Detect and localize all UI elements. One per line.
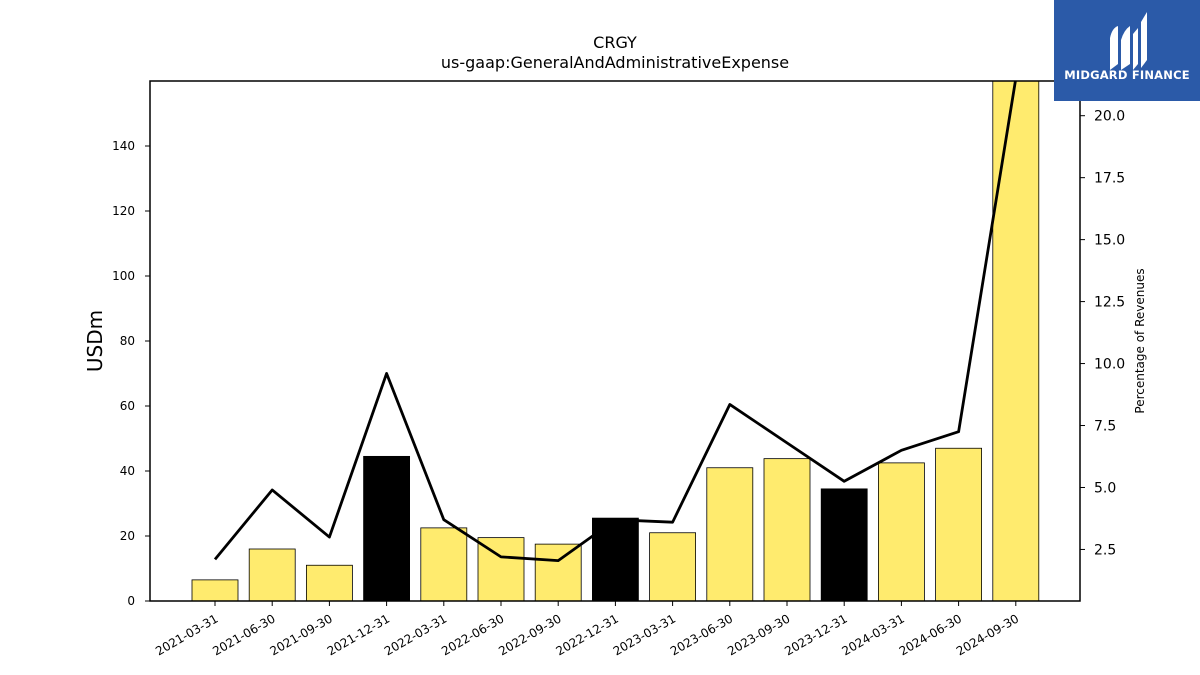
- y-tick-label: 120: [112, 204, 135, 218]
- x-tick-label: 2021-09-30: [267, 611, 334, 658]
- bar-2022-03-31: [420, 527, 468, 602]
- x-tick-label: 2022-06-30: [439, 611, 506, 658]
- x-tick-label: 2023-06-30: [668, 611, 735, 658]
- bar-2021-12-31: [363, 455, 411, 602]
- chart-title: CRGY: [593, 33, 637, 52]
- y2-axis-label: Percentage of Revenues: [1133, 268, 1147, 413]
- y-tick-label: 140: [112, 139, 135, 153]
- bar-2023-09-30: [763, 458, 811, 602]
- y-tick-label: 20: [120, 529, 135, 543]
- x-tick-label: 2023-12-31: [782, 611, 849, 658]
- bar-2024-03-31: [878, 462, 925, 602]
- line-series-group: [213, 81, 1017, 562]
- chart-subtitle: us-gaap:GeneralAndAdministrativeExpense: [441, 53, 789, 72]
- bars-group: [191, 80, 1040, 602]
- brand-logo: MIDGARD FINANCE: [1054, 0, 1200, 101]
- y2-tick-label: 20.0: [1094, 109, 1125, 125]
- y-tick-label: 60: [120, 399, 135, 413]
- x-tick-label: 2024-06-30: [897, 611, 964, 658]
- x-axis-ticks: 2021-03-312021-06-302021-09-302021-12-31…: [153, 601, 1021, 658]
- x-tick-label: 2023-09-30: [725, 611, 792, 658]
- bar-2021-09-30: [305, 564, 353, 602]
- y-tick-label: 80: [120, 334, 135, 348]
- x-tick-label: 2022-03-31: [382, 611, 449, 658]
- bar-2022-09-30: [534, 543, 582, 602]
- x-tick-label: 2024-09-30: [954, 611, 1021, 658]
- y2-tick-label: 17.5: [1094, 171, 1125, 187]
- x-tick-label: 2021-06-30: [210, 611, 277, 658]
- x-tick-label: 2022-12-31: [553, 611, 620, 658]
- y2-tick-label: 5.0: [1094, 480, 1116, 496]
- y-axis-label: USDm: [83, 310, 107, 372]
- y-tick-label: 40: [120, 464, 135, 478]
- y-tick-label: 0: [127, 594, 135, 608]
- bar-2023-12-31: [820, 488, 868, 602]
- y2-tick-label: 10.0: [1094, 357, 1125, 373]
- percentage-line: [213, 81, 1017, 562]
- x-tick-label: 2021-12-31: [325, 611, 392, 658]
- left-axis-ticks: 0 20 40 60 80 100 120 140: [112, 139, 150, 608]
- bar-2023-03-31: [649, 532, 696, 602]
- logo-mark-icon: [1110, 12, 1147, 70]
- logo-text: MIDGARD FINANCE: [1064, 68, 1190, 82]
- x-tick-label: 2023-03-31: [611, 611, 678, 658]
- bar-2021-06-30: [248, 548, 296, 602]
- y2-tick-label: 12.5: [1094, 295, 1125, 311]
- bar-2024-09-30: [992, 80, 1040, 602]
- y2-tick-label: 7.5: [1094, 419, 1116, 435]
- bar-2023-06-30: [706, 467, 754, 602]
- y2-tick-label: 2.5: [1094, 542, 1116, 558]
- x-tick-label: 2021-03-31: [153, 611, 220, 658]
- x-tick-label: 2024-03-31: [839, 611, 906, 658]
- x-tick-label: 2022-09-30: [496, 611, 563, 658]
- bar-2024-06-30: [935, 447, 982, 602]
- right-axis-ticks: 2.5 5.0 7.5 10.0 12.5 15.0 17.5 20.0: [1080, 109, 1125, 558]
- y-tick-label: 100: [112, 269, 135, 283]
- bar-2021-03-31: [191, 579, 239, 602]
- y2-tick-label: 15.0: [1094, 233, 1125, 249]
